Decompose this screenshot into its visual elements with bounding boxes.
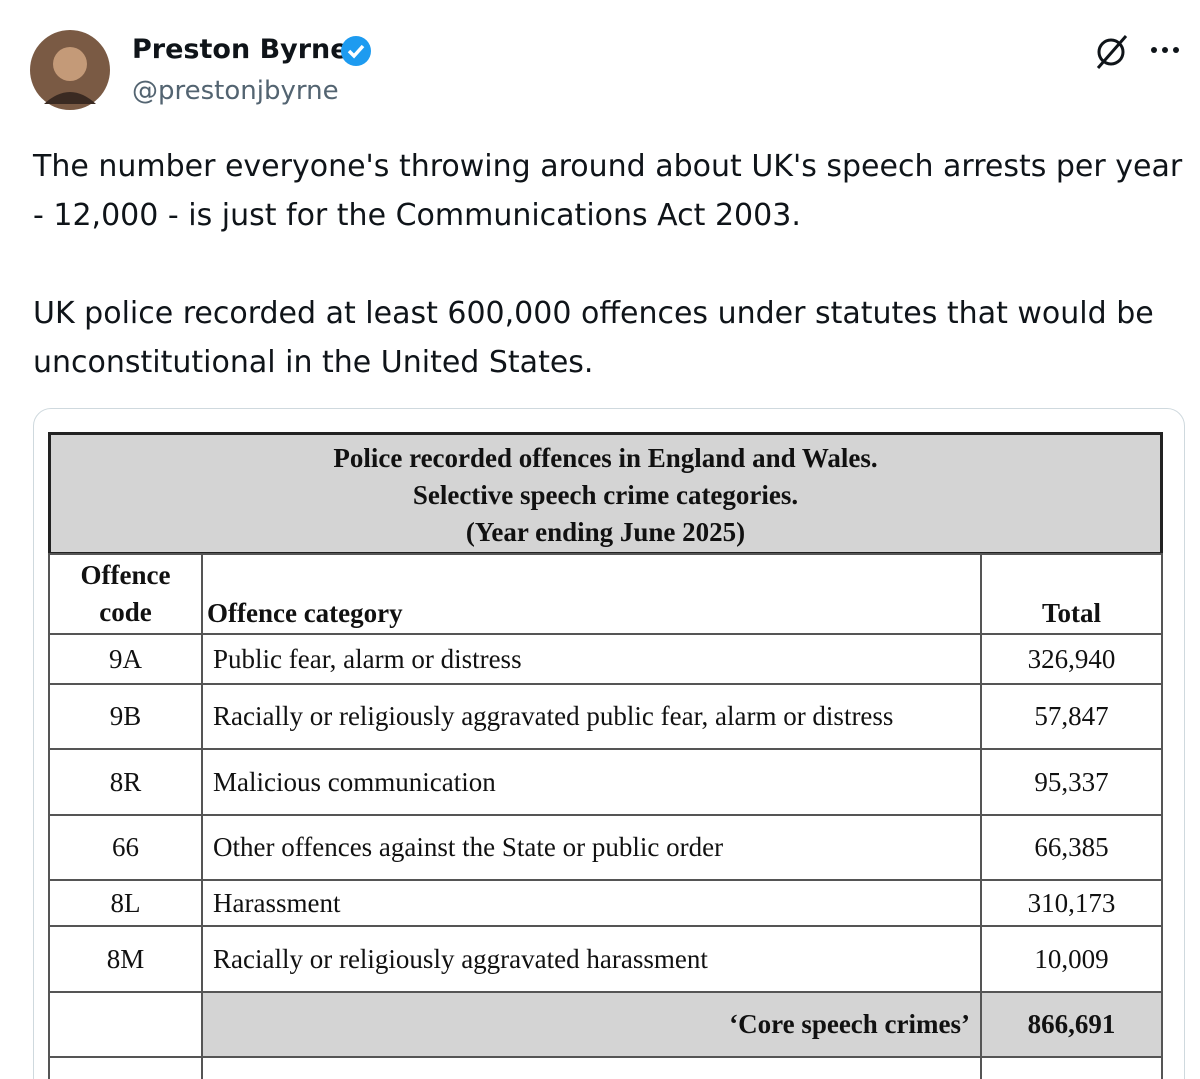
table-title: Police recorded offences in England and … xyxy=(333,443,878,473)
media-card[interactable] xyxy=(33,408,1185,1079)
table-title-band: Police recorded offences in England and … xyxy=(48,432,1163,555)
post-text: The number everyone's throwing around ab… xyxy=(33,149,1183,233)
table-cell-text: 8M xyxy=(106,943,145,974)
table-cell-text: 8R xyxy=(109,766,142,797)
header-cell-text: Total xyxy=(1041,598,1102,628)
post-text: UK police recorded at least 600,000 offe… xyxy=(33,296,1154,380)
table-cell-text: 9B xyxy=(109,701,142,731)
avatar[interactable] xyxy=(30,30,110,110)
table-cell: 95,337 xyxy=(980,748,1163,816)
table-cell-text: 8L xyxy=(110,887,141,918)
total-value-text: 866,691 xyxy=(1027,1009,1116,1039)
table-cell: Public fear, alarm or distress xyxy=(201,633,982,685)
table-title: Selective speech crime categories. xyxy=(412,480,799,510)
table-cell: 8M xyxy=(48,925,203,993)
more-button[interactable] xyxy=(1146,40,1186,60)
table-cell: Harassment xyxy=(201,879,982,927)
table-cell xyxy=(201,1056,982,1079)
table-cell-text: Harassment xyxy=(213,887,341,918)
table-cell: Other offences against the State or publ… xyxy=(201,814,982,881)
table-cell: 66,385 xyxy=(980,814,1163,881)
header-cell: Offence category xyxy=(201,553,982,635)
table-cell: 57,847 xyxy=(980,683,1163,750)
table-cell-text: 10,009 xyxy=(1034,943,1109,974)
table-cell-text: 326,940 xyxy=(1027,643,1116,674)
author-name[interactable]: Preston Byrne xyxy=(132,34,349,65)
table-cell: 66 xyxy=(48,814,203,881)
table-cell-text: 9A xyxy=(109,643,142,674)
author-handle[interactable]: @prestonjbyrne xyxy=(132,76,339,106)
table-cell xyxy=(48,991,203,1058)
header-cell: Offence code xyxy=(48,553,203,635)
header-cell: Total xyxy=(980,553,1163,635)
table-cell: Racially or religiously aggravated haras… xyxy=(201,925,982,993)
table-cell: Racially or religiously aggravated publi… xyxy=(201,683,982,750)
table-cell xyxy=(980,1056,1163,1079)
header-cell-text: Offence category xyxy=(207,598,403,628)
total-label: ‘Core speech crimes’ xyxy=(201,991,982,1058)
header-cell-text: Offence code xyxy=(80,560,171,627)
table-title: (Year ending June 2025) xyxy=(465,517,746,547)
verified-badge xyxy=(341,36,371,66)
table-cell: 310,173 xyxy=(980,879,1163,927)
table-cell-text: Public fear, alarm or distress xyxy=(213,643,522,674)
table-cell-text: Malicious communication xyxy=(213,766,496,797)
total-label-text: ‘Core speech crimes’ xyxy=(729,1009,970,1039)
total-value: 866,691 xyxy=(980,991,1163,1058)
table-cell-text: Other offences against the State or publ… xyxy=(213,832,724,862)
table-cell: 8L xyxy=(48,879,203,927)
grok-icon[interactable] xyxy=(1092,32,1132,72)
table-cell: Malicious communication xyxy=(201,748,982,816)
table: Police recorded offences in England and … xyxy=(48,432,1163,1079)
table-cell: 9B xyxy=(48,683,203,750)
table-cell-text: 66 xyxy=(112,832,139,862)
table-cell xyxy=(48,1056,203,1079)
table-cell-text: Racially or religiously aggravated haras… xyxy=(213,943,708,974)
table-cell-text: 57,847 xyxy=(1034,701,1109,731)
table-cell-text: 66,385 xyxy=(1034,832,1109,862)
table-cell: 8R xyxy=(48,748,203,816)
table-cell-text: Racially or religiously aggravated publi… xyxy=(213,701,894,731)
table-cell: 10,009 xyxy=(980,925,1163,993)
table-cell: 9A xyxy=(48,633,203,685)
table-cell-text: 310,173 xyxy=(1027,887,1116,918)
table-cell-text: 95,337 xyxy=(1034,766,1109,797)
table-cell: 326,940 xyxy=(980,633,1163,685)
